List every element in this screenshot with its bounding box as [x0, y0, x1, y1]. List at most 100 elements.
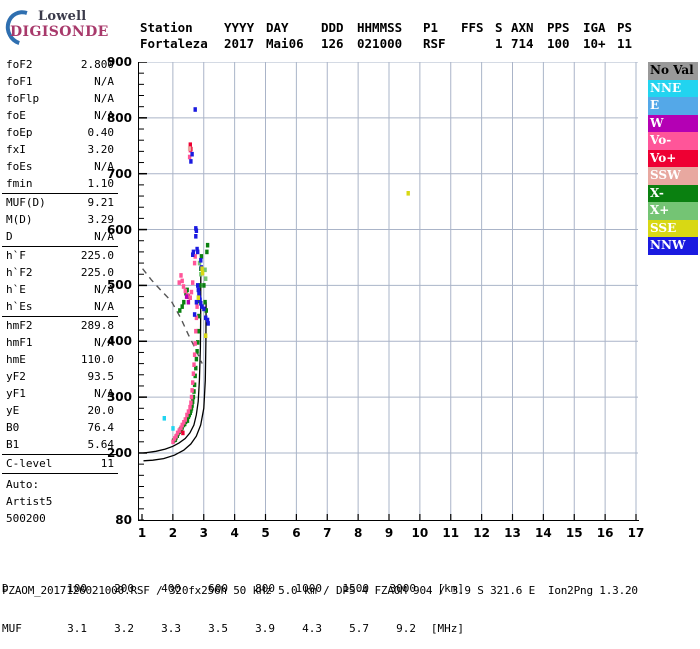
- param-row: hmE 110.0: [2, 351, 118, 368]
- scale-value: 400: [161, 582, 181, 595]
- param-row: foEs N/A: [2, 158, 118, 175]
- ionogram-plot[interactable]: 200 300 400 500 600 700 800 900 80 1 2 3 4 5 6 7 8 9 10 11 1…: [107, 55, 644, 540]
- header-labels-row: Station YYYY DAY DDD HHMMSS P1 FFS S AXN PPS IGA PS: [140, 20, 652, 36]
- data-point: [199, 254, 204, 259]
- param-value: N/A: [94, 92, 114, 105]
- param-value: 76.4: [87, 421, 115, 434]
- scale-row-d: D 100 200 400 600 800 1000 1500 3000 [km]: [2, 582, 700, 596]
- data-point: [205, 249, 209, 255]
- legend-item-no-val[interactable]: No Val: [648, 62, 698, 80]
- param-key: h`E: [6, 283, 26, 296]
- data-point: [178, 308, 182, 313]
- y-axis-label: 400: [106, 334, 132, 349]
- param-row: foF1 N/A: [2, 73, 118, 90]
- header-label: IGA: [583, 20, 606, 35]
- header-label: S: [495, 20, 503, 35]
- x-axis-label: 3: [199, 526, 208, 540]
- data-point: [180, 422, 184, 428]
- scale-value: 3.3: [161, 622, 181, 635]
- legend-item-x[interactable]: X-: [648, 184, 698, 202]
- y-axis-label: 500: [106, 278, 132, 293]
- header-label: PS: [617, 20, 633, 35]
- x-axis-label: 4: [230, 526, 239, 540]
- legend-item-ssw[interactable]: SSW: [648, 167, 698, 185]
- autoscale-line: Artist5: [6, 495, 53, 508]
- data-point: [202, 306, 206, 312]
- data-point: [204, 276, 208, 281]
- legend-item-w[interactable]: W: [648, 114, 698, 132]
- legend-item-e[interactable]: E: [648, 97, 698, 115]
- plot-axes-border: [138, 62, 639, 521]
- header-value: 10+: [583, 36, 606, 51]
- series-sse: [196, 191, 410, 338]
- data-point: [189, 159, 193, 164]
- data-point: [184, 294, 189, 299]
- scale-name: MUF: [2, 622, 22, 635]
- scale-value: 3000: [389, 582, 417, 595]
- data-point: [203, 267, 207, 273]
- autoscale-line: 500200: [6, 512, 46, 525]
- data-point: [193, 373, 197, 379]
- param-row: foE N/A: [2, 107, 118, 124]
- scale-value: 5.7: [349, 622, 369, 635]
- param-value: N/A: [94, 336, 114, 349]
- param-key: D: [6, 230, 13, 243]
- param-key: yF1: [6, 387, 26, 400]
- legend-item-vo[interactable]: Vo-: [648, 132, 698, 150]
- scale-value: 3.1: [67, 622, 87, 635]
- header-values-row: Fortaleza 2017 Mai06 126 021000 RSF 1 714 100 10+…: [140, 36, 652, 52]
- distance-muf-scale-table: D 100 200 400 600 800 1000 1500 3000 [km] MUF 3.1…: [2, 556, 700, 649]
- header-value: 714: [511, 36, 534, 51]
- y-axis-label: 200: [106, 445, 132, 460]
- legend-item-sse[interactable]: SSE: [648, 219, 698, 237]
- scale-value: 200: [114, 582, 134, 595]
- param-row: hmF2 289.8: [2, 317, 118, 334]
- x-axis-label: 6: [292, 526, 301, 540]
- data-point: [191, 380, 195, 385]
- header-value: Fortaleza: [140, 36, 208, 51]
- param-value: 11: [100, 457, 114, 470]
- param-value: 225.0: [80, 249, 114, 262]
- data-point: [179, 273, 183, 278]
- data-point: [196, 295, 200, 300]
- data-point: [204, 333, 208, 338]
- data-point: [196, 287, 200, 293]
- data-point: [182, 420, 186, 425]
- data-point: [183, 417, 187, 422]
- param-value: N/A: [94, 230, 114, 243]
- data-point: [200, 304, 204, 309]
- data-point: [194, 234, 198, 239]
- param-value: N/A: [94, 387, 114, 400]
- param-row: foEp 0.40: [2, 124, 118, 141]
- data-point: [192, 382, 197, 388]
- param-key: fxI: [6, 143, 26, 156]
- ionogram-parameter-panel: foF2 2.800 foF1 N/A foFlp N/A foE N/A foEp 0.40 fx…: [2, 56, 118, 527]
- header-label: Station: [140, 20, 193, 35]
- data-point: [189, 394, 194, 400]
- legend-item-nnw[interactable]: NNW: [648, 237, 698, 255]
- param-row: MUF(D) 9.21: [2, 194, 118, 211]
- param-value: N/A: [94, 75, 114, 88]
- param-value: 93.5: [87, 370, 115, 383]
- data-point: [202, 283, 206, 288]
- param-row: B1 5.64: [2, 436, 118, 453]
- param-row: B0 76.4: [2, 419, 118, 436]
- data-point: [171, 426, 175, 431]
- legend-item-x[interactable]: X+: [648, 202, 698, 220]
- x-axis-label: 14: [535, 526, 552, 540]
- legend-item-nne[interactable]: NNE: [648, 79, 698, 97]
- data-point: [196, 283, 200, 288]
- header-value: 021000: [357, 36, 403, 51]
- data-point: [191, 371, 196, 376]
- param-row: D N/A: [2, 228, 118, 245]
- data-point: [189, 289, 194, 295]
- param-key: M(D): [6, 213, 33, 226]
- data-point: [194, 365, 198, 371]
- legend-item-vo[interactable]: Vo+: [648, 149, 698, 167]
- data-point: [174, 433, 178, 439]
- header-value: 1: [495, 36, 503, 51]
- data-point: [204, 315, 208, 321]
- param-key: C-level: [6, 457, 53, 470]
- trace-true-height-profile-lower: [143, 302, 207, 462]
- data-point: [196, 328, 200, 334]
